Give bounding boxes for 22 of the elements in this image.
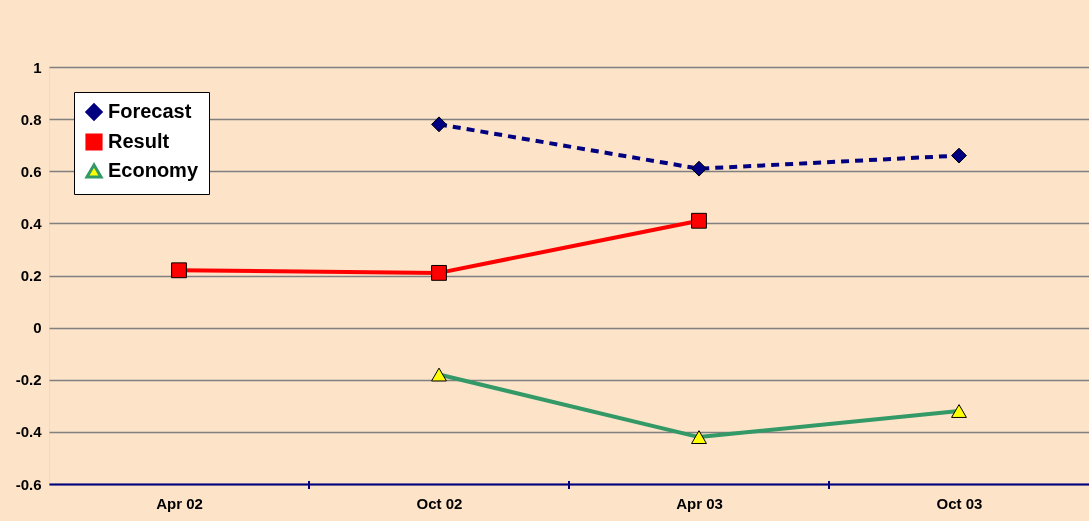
x-tick-label: Oct 02 xyxy=(416,494,463,512)
y-tick-label: -0.4 xyxy=(15,423,43,441)
x-tick-label: Apr 02 xyxy=(156,494,203,512)
y-tick-label: 0.2 xyxy=(20,267,42,284)
point xyxy=(951,147,967,164)
y-tick-label: 0.6 xyxy=(20,162,42,180)
legend-label: Economy xyxy=(108,159,199,181)
point xyxy=(431,264,447,281)
legend-label: Forecast xyxy=(108,100,192,122)
point xyxy=(171,262,187,279)
x-tick-label: Oct 03 xyxy=(936,494,983,512)
point xyxy=(691,160,707,177)
point xyxy=(431,116,447,133)
y-tick-label: -0.6 xyxy=(15,475,42,493)
y-tick-label: 0.8 xyxy=(20,110,42,128)
point xyxy=(691,212,707,229)
y-tick-label: -0.2 xyxy=(15,371,42,389)
x-tick-label: Apr 03 xyxy=(676,494,723,512)
y-tick-label: 0.4 xyxy=(20,214,43,232)
y-tick-label: 0 xyxy=(33,319,42,337)
legend-label: Result xyxy=(108,130,170,152)
y-tick-label: 1 xyxy=(33,58,42,76)
